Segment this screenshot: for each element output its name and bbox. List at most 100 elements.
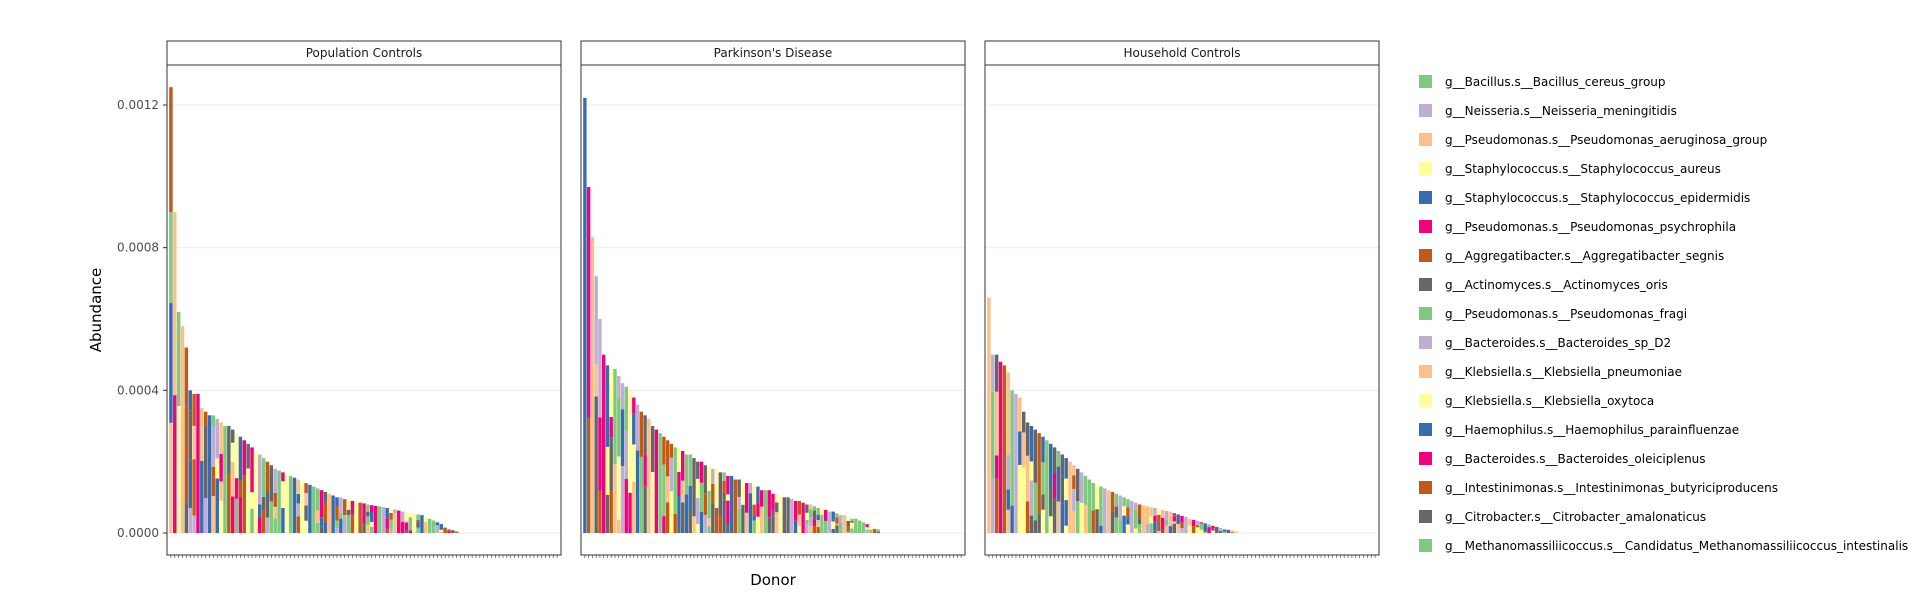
bar-segment [1095, 484, 1099, 510]
bar-segment [389, 512, 393, 520]
bar-segment [1056, 466, 1061, 502]
bar-segment [850, 522, 854, 529]
bar-segment [439, 528, 443, 530]
bar-segment [261, 496, 266, 511]
bar-segment [327, 493, 331, 533]
bar-segment [1095, 509, 1099, 533]
bar-segment [315, 522, 320, 533]
bar-segment [767, 490, 771, 518]
bar-segment [812, 506, 817, 511]
bar-segment [192, 515, 196, 533]
bar-segment [393, 528, 397, 533]
bar-segment [192, 393, 196, 426]
bar-segment [304, 505, 308, 521]
bar-segment [1114, 493, 1119, 500]
bar-segment [261, 510, 266, 533]
bar-segment [230, 461, 235, 497]
legend-label: g__Intestinimonas.s__Intestinimonas_buty… [1445, 481, 1778, 495]
bar-segment [1025, 501, 1030, 533]
bar-segment [677, 496, 681, 507]
bar-segment [1218, 531, 1223, 533]
bar-segment [865, 526, 869, 528]
bar-segment [1060, 503, 1065, 533]
legend-swatch [1419, 191, 1432, 204]
bar-segment [714, 468, 719, 509]
bar-segment [846, 531, 850, 533]
panel-border [580, 64, 966, 556]
bar-segment [632, 397, 636, 414]
bar-segment [169, 87, 173, 213]
bar-segment [744, 483, 749, 513]
bar-segment [443, 527, 447, 530]
bar-segment [1199, 529, 1204, 533]
legend-swatch [1419, 278, 1432, 291]
bar-segment [812, 526, 817, 533]
bar-segment [1118, 520, 1122, 533]
bar-segment [1122, 506, 1126, 516]
bar-segment [319, 526, 324, 533]
bar-segment [771, 516, 775, 533]
bar-segment [1172, 521, 1177, 524]
bar-segment [223, 426, 227, 533]
bar-segment [1199, 525, 1204, 530]
bar-segment [439, 531, 443, 533]
bar-segment [707, 490, 711, 519]
legend-swatch [1419, 104, 1432, 117]
bar-segment [1184, 516, 1188, 533]
bar-segment [1072, 488, 1076, 512]
bar-segment [188, 390, 192, 411]
bar-segment [269, 501, 274, 524]
bar-segment [219, 422, 223, 454]
legend-item: g__Staphylococcus.s__Staphylococcus_aure… [1419, 162, 1721, 176]
bar-segment [1025, 455, 1030, 484]
bar-segment [273, 468, 277, 493]
bar-segment [1126, 524, 1130, 533]
bar-segment [323, 522, 328, 533]
bar-segment [300, 481, 304, 533]
bar-segment [605, 446, 610, 495]
bar-segment [714, 508, 719, 533]
bar-segment [711, 483, 715, 504]
bar-segment [650, 426, 655, 473]
bar-segment [1033, 429, 1038, 483]
bar-segment [408, 513, 413, 518]
bar-segment [1126, 507, 1130, 518]
bar-segment [234, 498, 239, 533]
bar-segment [1157, 514, 1161, 525]
bar-segment [1218, 528, 1223, 531]
bar-segment [1211, 530, 1215, 533]
y-axis-title: Abundance [87, 268, 105, 353]
legend-label: g__Staphylococcus.s__Staphylococcus_aure… [1445, 162, 1721, 176]
legend-label: g__Klebsiella.s__Klebsiella_oxytoca [1445, 394, 1654, 408]
bar-segment [617, 397, 621, 457]
bar-segment [412, 513, 416, 533]
bar-segment [613, 368, 617, 465]
bar-segment [292, 477, 297, 533]
bar-segment [1056, 450, 1061, 467]
bar-segment [699, 482, 704, 512]
bar-segment [1006, 509, 1010, 533]
panel-1: Parkinson's Disease [580, 40, 966, 558]
bar-segment [677, 506, 681, 533]
bar-segment [404, 512, 409, 521]
bar-segment [846, 520, 850, 527]
bar-segment [431, 520, 436, 533]
panel-0: Population Controls [166, 40, 562, 558]
bar-segment [1199, 523, 1204, 526]
bar-segment [427, 525, 432, 533]
bar-segment [820, 508, 824, 515]
bar-segment [1195, 528, 1200, 533]
bar-segment [665, 440, 670, 477]
bar-segment [1222, 529, 1227, 530]
bar-segment [273, 518, 277, 533]
bar-segment [366, 504, 370, 512]
bar-segment [385, 508, 389, 519]
bar-segment [435, 525, 440, 533]
legend-swatch [1419, 394, 1432, 407]
legend-item: g__Staphylococcus.s__Staphylococcus_epid… [1419, 191, 1750, 205]
bar-segment [1072, 475, 1076, 489]
bar-segment [1033, 482, 1038, 521]
bar-segment [756, 516, 760, 533]
bar-segment [1157, 524, 1161, 531]
legend-swatch [1419, 452, 1432, 465]
